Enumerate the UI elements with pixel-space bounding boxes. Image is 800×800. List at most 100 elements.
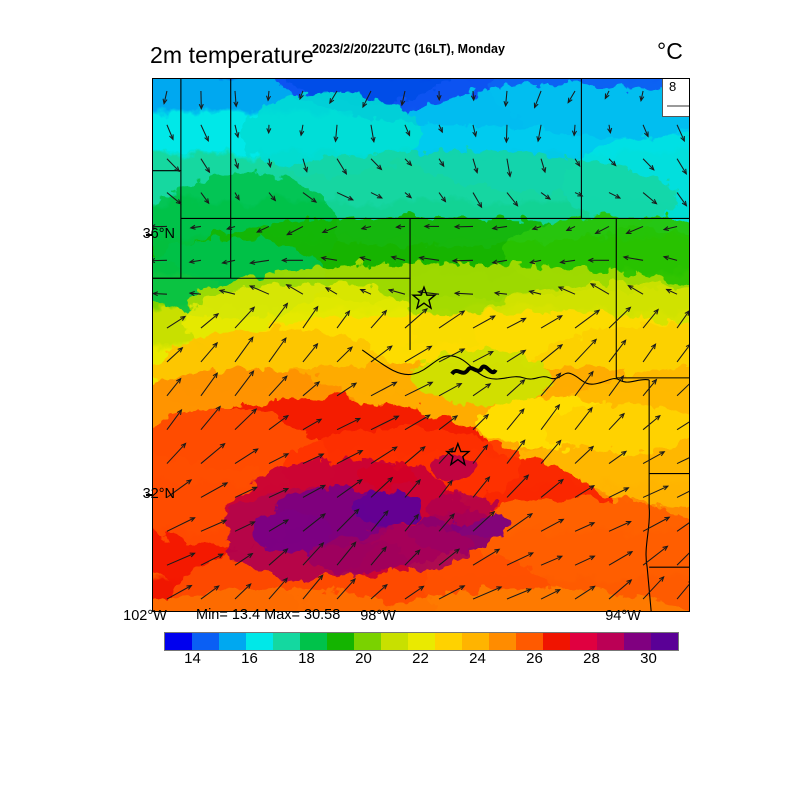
wind-vector-head xyxy=(213,313,220,319)
wind-vector xyxy=(626,225,644,234)
wind-vector xyxy=(166,585,192,600)
wind-vector xyxy=(540,344,563,363)
wind-vector xyxy=(608,551,633,566)
wind-vector xyxy=(401,90,406,106)
wind-vector-head xyxy=(347,346,353,352)
wind-vector xyxy=(336,578,356,600)
wind-vector xyxy=(370,446,398,464)
lon-label-94w: 94°W xyxy=(605,608,641,624)
wind-vector-head xyxy=(662,226,669,232)
wind-vector xyxy=(642,485,669,498)
wind-vector-head xyxy=(662,255,670,261)
wind-vector-head xyxy=(282,375,288,382)
wind-vector xyxy=(642,516,670,532)
wind-vector-head xyxy=(554,403,561,410)
wind-vector xyxy=(438,192,446,202)
wind-vector-head xyxy=(662,545,669,551)
wind-vector-head xyxy=(285,284,292,290)
wind-vector-head xyxy=(311,197,318,203)
wind-vector-head xyxy=(281,257,288,263)
map-panel[interactable]: 8 xyxy=(152,78,690,612)
wind-vector xyxy=(574,522,595,532)
wind-vector xyxy=(219,289,236,295)
wind-vector xyxy=(438,348,465,363)
colorbar-band-11 xyxy=(462,633,489,650)
wind-vector xyxy=(370,584,388,600)
wind-vector-head xyxy=(489,510,496,517)
wind-vector-head xyxy=(248,370,255,377)
wind-vector xyxy=(200,192,210,204)
wind-vector-head xyxy=(621,450,628,456)
wind-vector-head xyxy=(233,101,239,108)
wind-vector-head xyxy=(391,381,398,387)
wind-vector xyxy=(325,287,338,295)
wind-vector xyxy=(404,345,432,363)
wind-vector-head xyxy=(357,450,364,455)
wind-vector-head xyxy=(387,476,394,483)
wind-vector xyxy=(608,579,632,600)
wind-vector xyxy=(268,488,289,498)
wind-vector-head xyxy=(439,161,445,168)
wind-vector xyxy=(676,583,689,600)
wind-vector-head xyxy=(527,552,535,558)
wind-vector xyxy=(506,552,534,566)
wind-vector-head xyxy=(594,229,601,235)
wind-vector xyxy=(234,192,240,200)
wind-vector-head xyxy=(591,338,598,345)
colorbar[interactable] xyxy=(164,632,679,651)
wind-vector-head xyxy=(256,227,263,233)
wind-vector xyxy=(574,585,595,600)
wind-vector xyxy=(286,225,304,236)
wind-vector-head xyxy=(528,289,535,295)
wind-vector-head xyxy=(189,224,196,230)
wind-vector xyxy=(404,381,433,397)
wind-vector xyxy=(370,381,397,397)
wind-vector-head xyxy=(649,164,655,171)
wind-vector-head xyxy=(567,97,573,104)
wind-vector-head xyxy=(360,225,367,231)
wind-vector-head xyxy=(664,516,671,522)
wind-vector xyxy=(472,351,494,363)
wind-vector xyxy=(623,256,644,261)
station-star-north xyxy=(411,285,437,310)
wind-vector-head xyxy=(526,513,534,519)
wind-vector-head xyxy=(282,577,288,584)
wind-vector xyxy=(163,90,168,104)
wind-vector xyxy=(506,158,511,177)
wind-vector xyxy=(267,90,270,101)
wind-vector xyxy=(234,90,237,107)
wind-vector xyxy=(455,292,474,295)
wind-vector xyxy=(166,192,182,205)
colorbar-band-16 xyxy=(597,633,624,650)
wind-vector xyxy=(574,407,593,431)
wind-vector-head xyxy=(684,310,689,316)
wind-vector xyxy=(676,490,689,498)
wind-vector-head xyxy=(376,164,383,171)
wind-vector xyxy=(200,585,220,600)
wind-vector xyxy=(642,415,661,431)
wind-vector-head xyxy=(245,583,252,589)
wind-vector-head xyxy=(659,451,666,457)
wind-vector-head xyxy=(359,256,366,262)
wind-vector xyxy=(336,417,361,431)
wind-vector-head xyxy=(234,163,240,170)
wind-vector xyxy=(404,446,426,464)
wind-vector xyxy=(370,124,375,142)
wind-vector-head xyxy=(588,370,594,377)
wind-vector xyxy=(336,382,357,397)
wind-vector xyxy=(189,259,202,263)
field-label: 2m temperature xyxy=(150,42,314,68)
colorbar-band-8 xyxy=(381,633,408,650)
wind-vector-head xyxy=(604,93,610,100)
wind-vector-head xyxy=(626,579,633,585)
wind-vector-head xyxy=(177,346,184,353)
wind-vector-head xyxy=(449,513,455,520)
wind-vector xyxy=(302,306,319,329)
wind-vector xyxy=(530,259,542,264)
colorbar-band-3 xyxy=(246,633,273,650)
wind-vector-head xyxy=(299,93,304,101)
wind-vector xyxy=(419,257,440,261)
wind-vector-head xyxy=(153,291,159,297)
wind-vector-head xyxy=(362,101,368,109)
